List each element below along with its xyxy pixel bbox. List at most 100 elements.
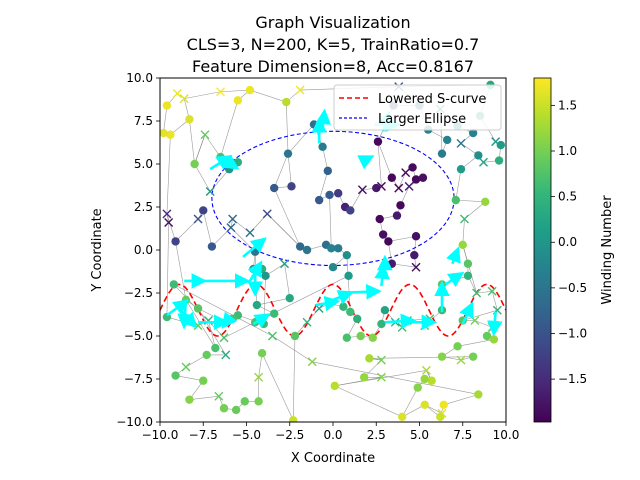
graph-edge xyxy=(388,235,417,242)
graph-node-labeled xyxy=(463,259,473,268)
path-arrow xyxy=(166,299,190,317)
graph-node-labeled xyxy=(160,128,168,138)
graph-node-labeled xyxy=(339,302,348,311)
graph-edge xyxy=(267,213,301,247)
graph-edge xyxy=(194,134,206,165)
graph-node-labeled xyxy=(252,300,262,310)
graph-node-labeled xyxy=(387,173,397,182)
graph-node-labeled xyxy=(166,130,175,139)
title-line-1: Graph Visualization xyxy=(255,13,410,32)
graph-edge xyxy=(189,119,195,165)
graph-edge xyxy=(318,170,329,201)
graph-node-unlabeled xyxy=(179,94,189,104)
x-tick-label: 2.5 xyxy=(367,428,386,442)
colorbar: −1.5 −1.0 −0.5 0.0 0.5 1.0 1.5 Winding Number xyxy=(533,77,615,423)
graph-node-labeled xyxy=(384,237,393,246)
path-arrow xyxy=(219,154,240,170)
graph-node-unlabeled xyxy=(472,288,482,298)
x-tick-label: −2.5 xyxy=(275,428,304,442)
graph-edge xyxy=(166,134,171,214)
graph-node-labeled xyxy=(436,412,445,422)
x-tick-label: 7.5 xyxy=(453,428,472,442)
graph-node-labeled xyxy=(199,376,208,385)
colorbar-tick-label: 0.5 xyxy=(558,190,577,204)
graph-node-labeled xyxy=(365,354,374,363)
graph-node-labeled xyxy=(439,400,448,409)
graph-node-labeled xyxy=(396,201,405,210)
graph-node-labeled xyxy=(193,304,203,313)
graph-node-unlabeled xyxy=(376,181,386,191)
graph-nodes xyxy=(160,80,506,422)
legend: Lowered S-curve Larger Ellipse xyxy=(333,84,502,131)
graph-node-labeled xyxy=(373,137,383,146)
graph-node-labeled xyxy=(202,350,211,360)
graph-edge xyxy=(220,100,239,158)
graph-edge xyxy=(455,169,462,201)
y-axis-ticks: −10.0 −7.5 −5.0 −2.5 0.0 2.5 5.0 7.5 10.0 xyxy=(116,71,160,429)
path-arrow xyxy=(221,311,238,329)
graph-node-labeled xyxy=(377,319,386,329)
graph-edge xyxy=(273,153,289,189)
graph-node-labeled xyxy=(219,404,229,413)
graph-node-labeled xyxy=(325,190,334,200)
graph-edge xyxy=(230,218,233,228)
colorbar-ticks: −1.5 −1.0 −0.5 0.0 0.5 1.0 1.5 xyxy=(551,98,587,386)
graph-node-unlabeled xyxy=(172,88,182,98)
title-line-3: Feature Dimension=8, Acc=0.8167 xyxy=(192,57,474,76)
graph-node-labeled xyxy=(233,96,243,105)
graph-edge xyxy=(249,89,287,103)
graph-node-labeled xyxy=(437,149,447,158)
path-arrow xyxy=(332,290,354,305)
graph-edge xyxy=(175,241,187,300)
graph-node-labeled xyxy=(344,271,353,280)
graph-node-labeled xyxy=(380,306,390,315)
graph-node-unlabeled xyxy=(404,181,414,191)
graph-node-unlabeled xyxy=(162,209,172,219)
graph-node-labeled xyxy=(162,101,172,110)
graph-node-labeled xyxy=(240,397,249,406)
graph-edge xyxy=(462,244,477,294)
graph-node-labeled xyxy=(171,371,180,380)
graph-node-labeled xyxy=(171,237,180,246)
title-line-2: CLS=3, N=200, K=5, TrainRatio=0.7 xyxy=(187,35,480,54)
graph-edge xyxy=(272,335,313,363)
graph-edge xyxy=(166,222,169,318)
y-tick-label: −2.5 xyxy=(124,286,153,300)
graph-node-labeled xyxy=(289,416,298,422)
graph-edge xyxy=(256,297,290,306)
graph-node-labeled xyxy=(185,395,194,404)
graph-node-labeled xyxy=(323,166,333,176)
graph-node-labeled xyxy=(346,307,355,317)
graph-node-labeled xyxy=(420,374,429,384)
graph-edge xyxy=(369,356,474,359)
graph-edge xyxy=(220,89,250,93)
graph-node-unlabeled xyxy=(376,355,386,365)
graph-node-labeled xyxy=(346,206,355,215)
graph-node-labeled xyxy=(489,335,499,344)
colorbar-tick-label: −0.5 xyxy=(558,281,587,295)
graph-node-labeled xyxy=(333,189,343,198)
graph-node-labeled xyxy=(375,214,384,224)
graph-node-labeled xyxy=(481,197,490,207)
graph-node-labeled xyxy=(342,333,352,342)
x-axis-label: X Coordinate xyxy=(291,451,375,466)
graph-node-labeled xyxy=(309,120,319,129)
graph-node-labeled xyxy=(245,85,255,95)
lowered-s-curve xyxy=(160,283,506,337)
graph-node-labeled xyxy=(295,242,305,251)
path-arrows xyxy=(166,108,503,337)
graph-node-unlabeled xyxy=(262,209,272,219)
graph-edge xyxy=(175,375,204,382)
graph-node-unlabeled xyxy=(421,365,431,375)
graph-node-labeled xyxy=(474,390,483,399)
path-arrow xyxy=(384,313,417,330)
graph-node-unlabeled xyxy=(307,357,317,367)
path-arrow xyxy=(315,295,341,312)
y-tick-label: −10.0 xyxy=(116,415,153,429)
graph-node-labeled xyxy=(327,244,336,253)
path-arrow xyxy=(315,108,331,130)
graph-edge xyxy=(197,308,226,356)
graph-edge xyxy=(491,291,498,311)
graph-node-unlabeled xyxy=(193,214,203,224)
graph-edge xyxy=(184,91,221,99)
